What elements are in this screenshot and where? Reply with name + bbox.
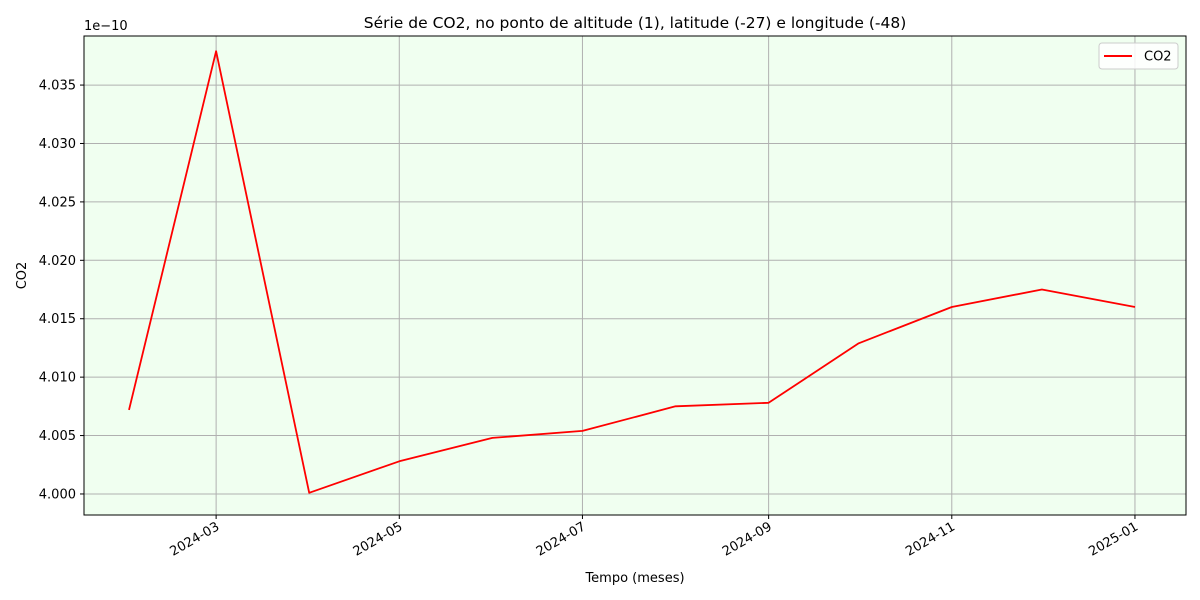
x-tick-label: 2024-05 (351, 519, 406, 559)
x-axis: 2024-03 2024-05 2024-07 2024-09 2024-11 2025-… (168, 515, 1141, 560)
y-tick-label: 4.010 (39, 371, 76, 386)
x-tick-label: 2024-07 (534, 519, 589, 559)
legend-label-co2: CO2 (1144, 50, 1172, 65)
x-axis-label: Tempo (meses) (584, 571, 684, 586)
legend-box (1098, 42, 1179, 70)
y-tick-label: 4.025 (39, 195, 76, 210)
y-tick-label: 4.020 (39, 254, 76, 269)
x-tick-label: 2024-09 (720, 519, 775, 559)
series-layer (128, 50, 1136, 494)
plot-background (84, 36, 1186, 515)
x-tick-label: 2025-01 (1086, 519, 1141, 559)
legend: CO2 (1098, 42, 1179, 70)
y-axis-label: CO2 (15, 262, 30, 290)
y-tick-label: 4.005 (39, 429, 76, 444)
y-tick-label: 4.000 (39, 487, 76, 502)
y-offset-text: 1e−10 (84, 19, 128, 34)
y-tick-label: 4.030 (39, 137, 76, 152)
grid-lines (84, 36, 1186, 515)
series-line-co2 (128, 50, 1136, 494)
plot-frame (83, 35, 1187, 516)
y-tick-label: 4.035 (39, 79, 76, 94)
y-tick-label: 4.015 (39, 312, 76, 327)
x-tick-label: 2024-11 (903, 519, 958, 559)
y-axis: 4.000 4.005 4.010 4.015 4.020 4.025 4.030 4.035 (39, 79, 84, 502)
chart-title: Série de CO2, no ponto de altitude (1), … (364, 14, 907, 32)
x-tick-label: 2024-03 (168, 519, 223, 559)
